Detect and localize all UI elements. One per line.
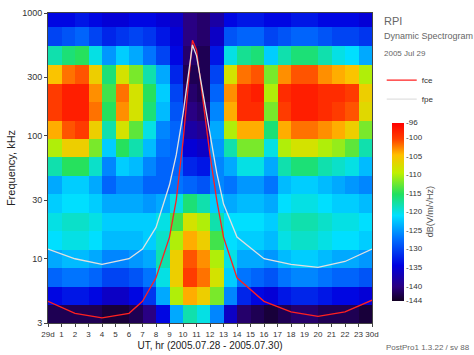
svg-text:UT, hr (2005.07.28 - 2005.07.3: UT, hr (2005.07.28 - 2005.07.30) (137, 340, 282, 351)
svg-text:100: 100 (27, 131, 42, 141)
svg-text:fce: fce (422, 76, 433, 85)
svg-text:14: 14 (233, 330, 242, 339)
svg-text:22: 22 (341, 330, 350, 339)
svg-text:-115: -115 (406, 189, 422, 198)
svg-text:16: 16 (260, 330, 269, 339)
svg-text:6: 6 (127, 330, 132, 339)
svg-text:9: 9 (167, 330, 172, 339)
svg-text:5: 5 (113, 330, 118, 339)
svg-text:-105: -105 (406, 152, 423, 161)
svg-text:11: 11 (192, 330, 201, 339)
svg-text:4: 4 (100, 330, 105, 339)
svg-text:300: 300 (27, 72, 42, 82)
svg-text:-96: -96 (406, 118, 418, 127)
svg-text:2: 2 (73, 330, 78, 339)
svg-text:2005 Jul 29: 2005 Jul 29 (384, 49, 426, 58)
svg-text:23: 23 (354, 330, 363, 339)
svg-text:-130: -130 (406, 244, 423, 253)
svg-text:-135: -135 (406, 263, 423, 272)
svg-text:10: 10 (179, 330, 188, 339)
svg-text:-125: -125 (406, 226, 423, 235)
svg-text:1: 1 (59, 330, 64, 339)
svg-text:29d: 29d (41, 330, 54, 339)
svg-text:18: 18 (287, 330, 296, 339)
svg-text:Frequency, kHz: Frequency, kHz (5, 130, 17, 206)
svg-text:-100: -100 (406, 133, 423, 142)
svg-text:12: 12 (206, 330, 215, 339)
svg-text:7: 7 (140, 330, 145, 339)
svg-text:Dynamic Spectrogram: Dynamic Spectrogram (384, 31, 473, 41)
svg-text:1000: 1000 (22, 8, 42, 18)
svg-text:-110: -110 (406, 170, 422, 179)
svg-text:10: 10 (32, 254, 42, 264)
svg-text:13: 13 (219, 330, 228, 339)
svg-text:20: 20 (314, 330, 323, 339)
svg-text:21: 21 (327, 330, 336, 339)
svg-text:fpe: fpe (422, 95, 434, 104)
svg-text:15: 15 (246, 330, 255, 339)
svg-text:30d: 30d (365, 330, 378, 339)
svg-text:dB(V/m/√Hz): dB(V/m/√Hz) (425, 186, 435, 237)
svg-text:-144: -144 (406, 296, 423, 305)
svg-text:PostPro1 1.3.22 / sv 88: PostPro1 1.3.22 / sv 88 (386, 343, 470, 352)
svg-text:3: 3 (37, 318, 42, 328)
svg-text:3: 3 (86, 330, 91, 339)
svg-text:30: 30 (32, 195, 42, 205)
svg-text:RPI: RPI (384, 15, 402, 27)
svg-text:17: 17 (273, 330, 282, 339)
svg-text:19: 19 (300, 330, 309, 339)
svg-text:8: 8 (154, 330, 159, 339)
svg-text:-120: -120 (406, 207, 423, 216)
svg-text:-140: -140 (406, 282, 423, 291)
